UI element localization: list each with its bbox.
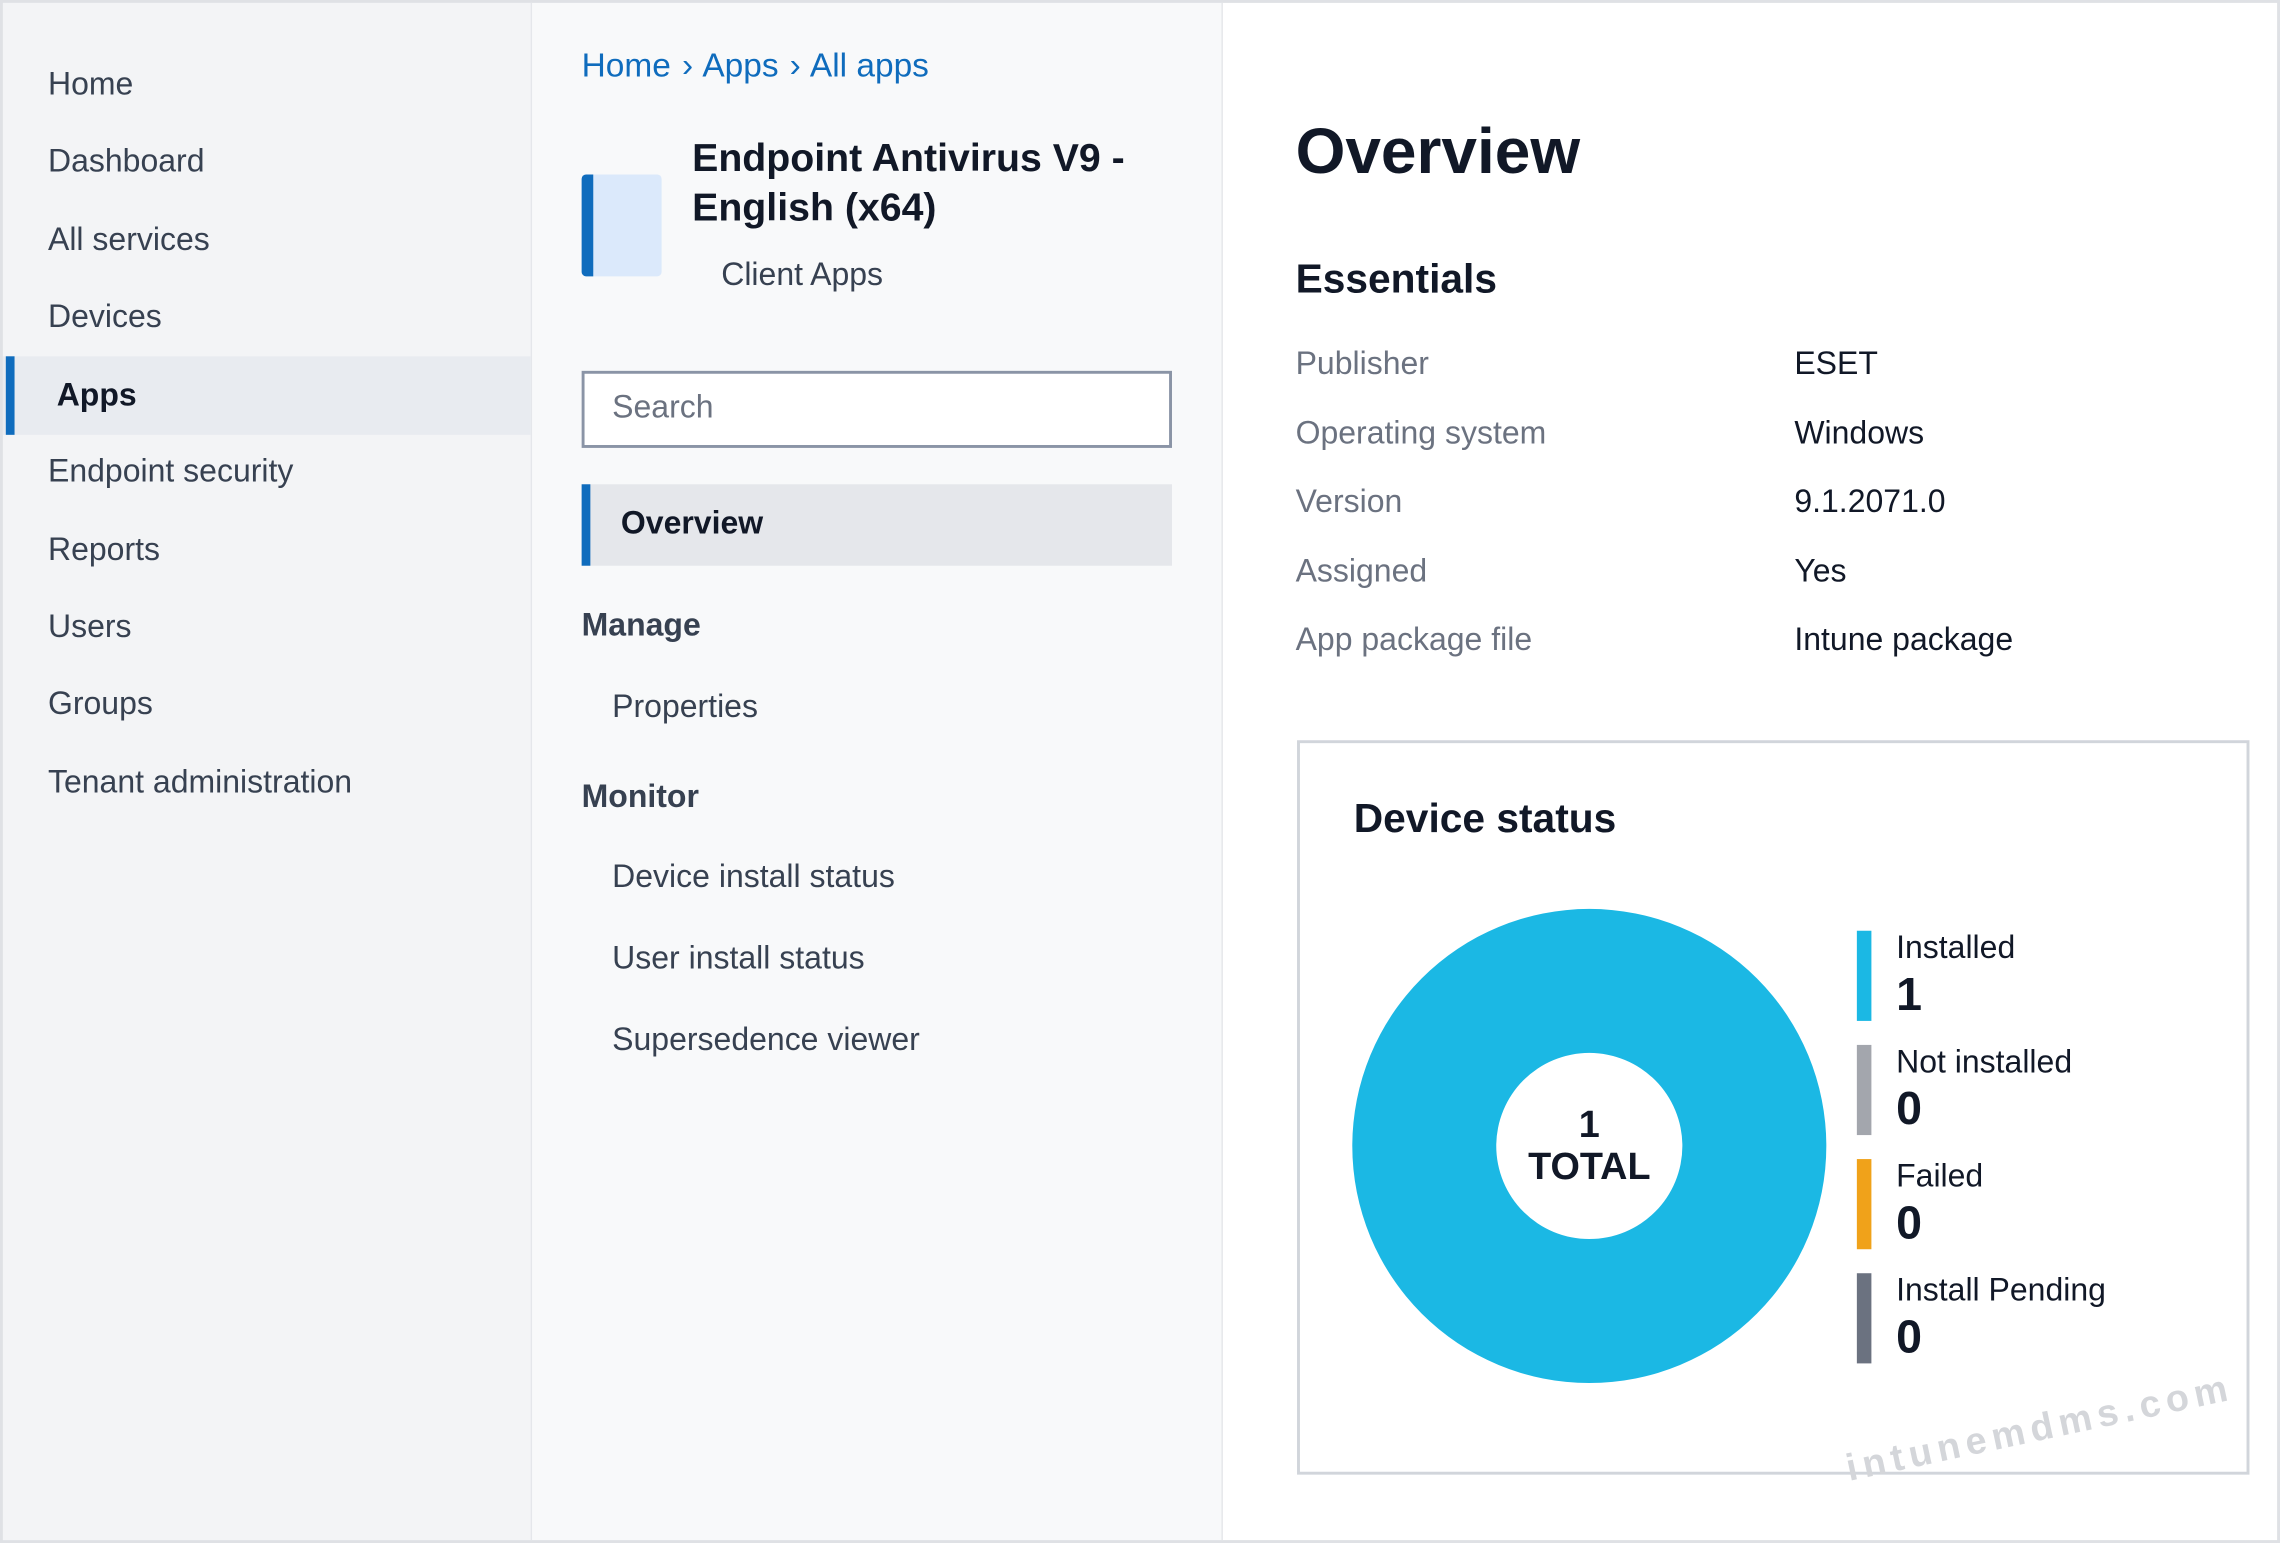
menu-item[interactable]: Supersedence viewer (612, 1020, 920, 1058)
nav-item[interactable]: Tenant administration (47, 763, 353, 800)
search-placeholder: Search (612, 388, 714, 425)
breadcrumb-link[interactable]: Home (581, 45, 671, 84)
app-icon (581, 174, 662, 277)
search-box[interactable] (581, 370, 1172, 448)
donut-segment (1352, 908, 1827, 1384)
menu-section: Monitor (581, 778, 699, 815)
nav-item[interactable]: Home (47, 65, 134, 102)
legend-swatch (1856, 1044, 1872, 1136)
card-title: Device status (1353, 795, 1617, 841)
device-status-card (1297, 740, 2250, 1475)
legend-value: 1 (1896, 968, 1922, 1020)
field-value: Intune package (1794, 620, 2014, 658)
nav-item[interactable]: All services (47, 221, 210, 258)
nav-item[interactable]: Reports (47, 530, 161, 568)
nav-item[interactable]: Users (47, 607, 132, 645)
field-value: 9.1.2071.0 (1794, 482, 1946, 520)
field-label: Publisher (1295, 344, 1429, 382)
legend-value: 0 (1896, 1310, 1922, 1362)
breadcrumb-separator: › (681, 45, 694, 84)
active-bar (5, 356, 15, 435)
legend-label: Installed (1896, 929, 2015, 965)
breadcrumb-link[interactable]: All apps (809, 45, 929, 84)
menu-active-bg[interactable] (581, 484, 1172, 566)
left-nav: Home Dashboard All services Devices Apps… (2, 2, 533, 1541)
legend-swatch (1856, 1273, 1872, 1364)
breadcrumb-link[interactable]: Apps (702, 45, 779, 84)
app-title: English (x64) (692, 185, 937, 230)
nav-item[interactable]: Groups (47, 684, 153, 722)
nav-item-active[interactable]: Apps (56, 376, 137, 414)
legend-label: Failed (1896, 1157, 1983, 1193)
page-title: Overview (1295, 116, 1581, 188)
legend-label: Install Pending (1896, 1272, 2106, 1308)
donut-total-label: TOTAL (1528, 1146, 1650, 1188)
field-label: Assigned (1295, 552, 1428, 589)
nav-item[interactable]: Dashboard (47, 142, 205, 179)
legend-swatch (1856, 1159, 1872, 1250)
donut-total: 1 (1579, 1104, 1600, 1146)
legend-value: 0 (1896, 1196, 1922, 1248)
active-highlight (2, 356, 531, 435)
menu-active-bar (581, 484, 591, 566)
menu-section: Manage (581, 606, 701, 643)
menu-item[interactable]: Device install status (612, 858, 895, 895)
nav-item[interactable]: Endpoint security (47, 452, 294, 489)
legend-label: Not installed (1896, 1043, 2072, 1079)
menu-item-active[interactable]: Overview (620, 504, 764, 541)
app-icon-bar (581, 174, 594, 277)
field-value: ESET (1794, 344, 1878, 382)
app-title: Endpoint Antivirus V9 - (692, 135, 1125, 180)
field-label: Operating system (1295, 414, 1547, 451)
app-subtitle: Client Apps (721, 255, 884, 293)
nav-item[interactable]: Devices (47, 298, 162, 335)
field-value: Windows (1794, 414, 1925, 451)
section-title: Essentials (1295, 255, 1498, 302)
breadcrumb-separator: › (789, 45, 801, 84)
menu-item[interactable]: Properties (612, 687, 758, 725)
legend-swatch (1856, 930, 1872, 1021)
menu-item[interactable]: User install status (612, 939, 865, 976)
field-label: Version (1295, 482, 1403, 520)
field-label: App package file (1295, 620, 1533, 658)
field-value: Yes (1794, 552, 1847, 589)
legend-value: 0 (1896, 1082, 1922, 1134)
